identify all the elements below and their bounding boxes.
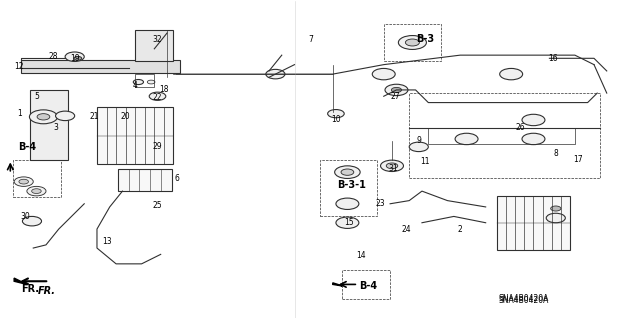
Text: 3: 3 — [53, 123, 58, 132]
Circle shape — [29, 110, 58, 124]
Text: FR.: FR. — [21, 284, 39, 294]
Bar — [118, 169, 172, 191]
Circle shape — [133, 79, 143, 85]
Circle shape — [385, 84, 408, 96]
Text: SNA4B0420A: SNA4B0420A — [499, 294, 549, 303]
Bar — [13, 160, 61, 197]
Circle shape — [31, 189, 41, 194]
Circle shape — [546, 213, 565, 223]
Text: B-4: B-4 — [359, 281, 377, 291]
Text: B-4: B-4 — [18, 142, 36, 152]
Text: 29: 29 — [153, 142, 163, 151]
Text: 14: 14 — [356, 251, 366, 260]
Circle shape — [74, 56, 82, 60]
Circle shape — [22, 216, 42, 226]
Text: 13: 13 — [102, 237, 111, 246]
Text: 21: 21 — [89, 112, 99, 121]
Circle shape — [522, 114, 545, 126]
Circle shape — [381, 160, 403, 172]
Text: 26: 26 — [516, 123, 525, 132]
Text: 32: 32 — [153, 35, 163, 44]
Text: FR.: FR. — [38, 286, 56, 296]
Bar — [409, 93, 600, 178]
Text: 15: 15 — [344, 218, 353, 227]
Text: B-3: B-3 — [416, 34, 434, 44]
Text: 9: 9 — [417, 136, 421, 145]
Polygon shape — [333, 283, 342, 286]
Text: 12: 12 — [15, 62, 24, 71]
Circle shape — [398, 35, 426, 49]
Text: SNA4B0420A: SNA4B0420A — [499, 296, 549, 305]
Polygon shape — [14, 278, 27, 285]
Circle shape — [405, 39, 419, 46]
Text: 8: 8 — [554, 149, 558, 158]
Text: 11: 11 — [420, 157, 430, 166]
Text: 5: 5 — [34, 92, 39, 101]
Circle shape — [37, 114, 50, 120]
Text: 17: 17 — [573, 155, 583, 164]
Circle shape — [19, 179, 28, 184]
Circle shape — [455, 133, 478, 145]
Text: 1: 1 — [17, 109, 22, 118]
Circle shape — [522, 133, 545, 145]
Text: 23: 23 — [376, 199, 385, 208]
Circle shape — [147, 80, 155, 84]
Text: 25: 25 — [153, 201, 163, 210]
Bar — [497, 196, 570, 250]
Circle shape — [149, 92, 166, 100]
Circle shape — [372, 69, 395, 80]
Text: 20: 20 — [121, 112, 131, 121]
Circle shape — [328, 109, 344, 118]
Text: 10: 10 — [331, 115, 340, 124]
Bar — [320, 160, 378, 216]
Text: 28: 28 — [49, 52, 58, 61]
Bar — [384, 24, 441, 62]
Circle shape — [27, 186, 46, 196]
Text: 22: 22 — [153, 93, 163, 102]
Bar — [135, 30, 173, 62]
Bar — [30, 90, 68, 160]
Circle shape — [392, 87, 401, 93]
Text: 30: 30 — [20, 212, 31, 221]
Text: 16: 16 — [548, 54, 557, 63]
Circle shape — [14, 177, 33, 186]
Text: 27: 27 — [390, 92, 400, 101]
Text: 19: 19 — [70, 54, 79, 63]
Circle shape — [387, 163, 397, 169]
Circle shape — [65, 52, 84, 62]
Circle shape — [266, 69, 285, 79]
Polygon shape — [20, 60, 180, 72]
Bar — [97, 107, 173, 164]
Circle shape — [409, 142, 428, 152]
Text: 4: 4 — [132, 81, 138, 90]
Text: 31: 31 — [388, 165, 398, 174]
Circle shape — [341, 169, 354, 175]
Bar — [342, 270, 390, 299]
Text: 7: 7 — [308, 35, 313, 44]
Text: 24: 24 — [401, 225, 411, 234]
Circle shape — [56, 111, 75, 121]
Text: 2: 2 — [458, 225, 463, 234]
Circle shape — [550, 206, 561, 211]
Text: 6: 6 — [174, 174, 179, 183]
Text: 18: 18 — [159, 85, 168, 94]
Circle shape — [500, 69, 523, 80]
Text: B-3-1: B-3-1 — [337, 180, 366, 190]
Circle shape — [336, 198, 359, 210]
Circle shape — [335, 166, 360, 178]
Circle shape — [336, 217, 359, 228]
